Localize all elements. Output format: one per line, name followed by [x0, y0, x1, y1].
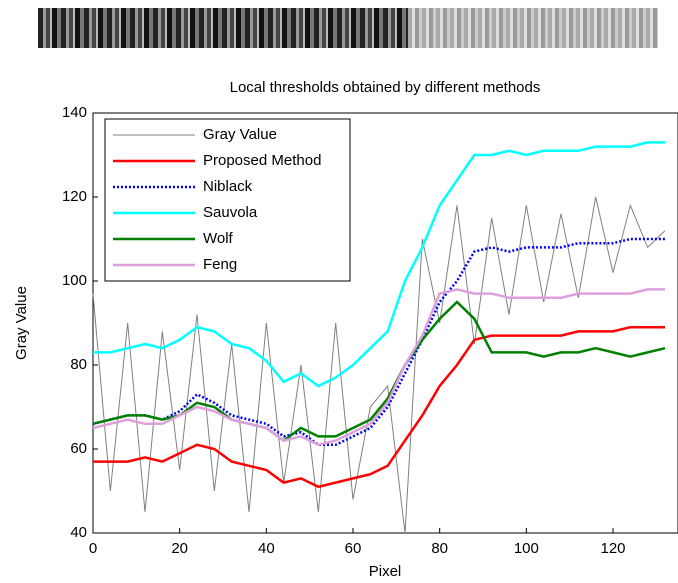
y-tick-label: 140 [62, 104, 87, 121]
x-axis-label: Pixel [369, 563, 402, 580]
chart-title: Local thresholds obtained by different m… [230, 79, 541, 96]
series-line [93, 289, 665, 444]
x-tick-label: 120 [600, 540, 625, 557]
legend-label: Niblack [203, 178, 253, 195]
x-tick-label: 40 [258, 540, 275, 557]
chart: Local thresholds obtained by different m… [0, 0, 678, 583]
y-tick-label: 100 [62, 272, 87, 289]
x-tick-label: 60 [345, 540, 362, 557]
legend-label: Wolf [203, 230, 234, 247]
legend-label: Sauvola [203, 204, 258, 221]
y-tick-label: 80 [70, 356, 87, 373]
y-axis-label: Gray Value [13, 286, 30, 360]
legend-label: Feng [203, 256, 237, 273]
x-tick-label: 100 [514, 540, 539, 557]
x-tick-label: 20 [171, 540, 188, 557]
x-tick-label: 80 [431, 540, 448, 557]
x-tick-label: 0 [89, 540, 97, 557]
legend-label: Proposed Method [203, 152, 321, 169]
legend-label: Gray Value [203, 126, 277, 143]
y-tick-label: 60 [70, 440, 87, 457]
y-tick-label: 120 [62, 188, 87, 205]
series-line [93, 302, 665, 441]
y-tick-label: 40 [70, 524, 87, 541]
